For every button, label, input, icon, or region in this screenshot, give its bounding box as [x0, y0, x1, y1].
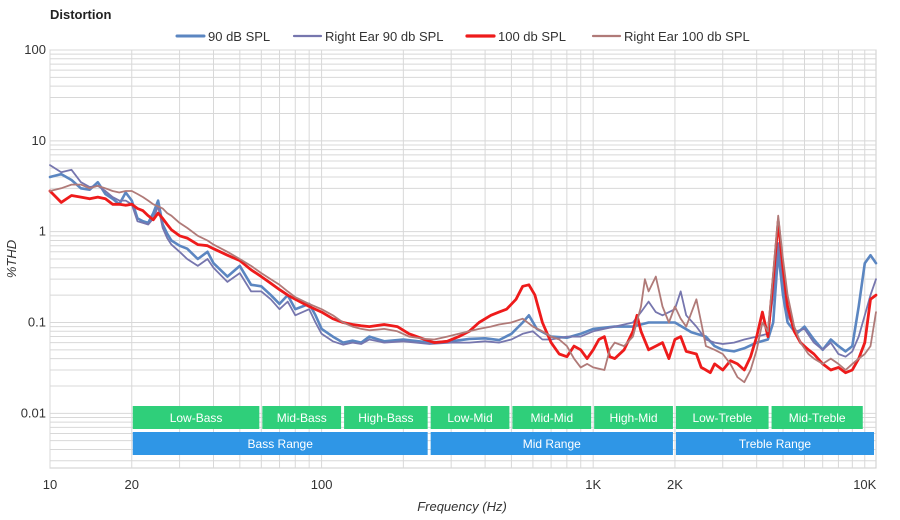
legend-label: 90 dB SPL [208, 29, 270, 44]
band-mid-range [430, 432, 673, 455]
chart-title: Distortion [50, 7, 111, 22]
y-tick-label: 1 [39, 224, 46, 239]
x-tick-label: 100 [311, 477, 333, 492]
grid [49, 49, 877, 469]
x-tick-label: 10 [43, 477, 57, 492]
band-label: Mid-Treble [789, 411, 846, 425]
band-mid-mid [512, 406, 592, 429]
x-axis-label: Frequency (Hz) [417, 499, 507, 514]
frequency-bands: Low-Bass Mid-Bass High-Bass Low-Mid Mid-Mid H… [132, 406, 874, 455]
series-group [48, 164, 878, 384]
x-tick-label: 20 [125, 477, 139, 492]
x-tick-label: 2K [667, 477, 683, 492]
axes: 10 20 100 1K 2K 10K 100 10 1 0.1 0.01 [21, 42, 877, 492]
band-label: High-Bass [358, 411, 413, 425]
band-label: Mid-Bass [277, 411, 327, 425]
band-label: Mid Range [523, 437, 581, 451]
series-line-right-ear-100-db-spl [49, 183, 877, 384]
series-line-right-ear-90-db-spl [49, 164, 877, 358]
y-axis-label: %THD [4, 240, 19, 278]
series-line-100-db-spl [48, 189, 878, 375]
legend: 90 dB SPL Right Ear 90 db SPL 100 db SPL Ri… [175, 29, 750, 44]
band-low-bass [132, 406, 260, 429]
y-tick-label: 0.1 [28, 314, 46, 329]
band-low-mid [430, 406, 510, 429]
band-label: Bass Range [248, 437, 314, 451]
series-line-90-db-spl [48, 172, 878, 353]
x-tick-label: 1K [585, 477, 601, 492]
band-high-mid [594, 406, 673, 429]
y-tick-label: 100 [24, 42, 46, 57]
band-low-treble [675, 406, 769, 429]
band-mid-bass [262, 406, 342, 429]
legend-label: Right Ear 100 db SPL [624, 29, 750, 44]
legend-label: Right Ear 90 db SPL [325, 29, 444, 44]
legend-label: 100 db SPL [498, 29, 566, 44]
x-tick-label: 10K [853, 477, 876, 492]
y-tick-label: 10 [32, 133, 46, 148]
band-label: Treble Range [739, 437, 812, 451]
band-high-bass [344, 406, 428, 429]
band-label: Mid-Mid [530, 411, 573, 425]
band-label: High-Mid [610, 411, 658, 425]
y-tick-label: 0.01 [21, 405, 46, 420]
band-label: Low-Treble [692, 411, 752, 425]
band-bass-range [132, 432, 428, 455]
band-label: Low-Mid [447, 411, 492, 425]
band-label: Low-Bass [170, 411, 223, 425]
band-mid-treble [771, 406, 863, 429]
band-treble-range [675, 432, 874, 455]
